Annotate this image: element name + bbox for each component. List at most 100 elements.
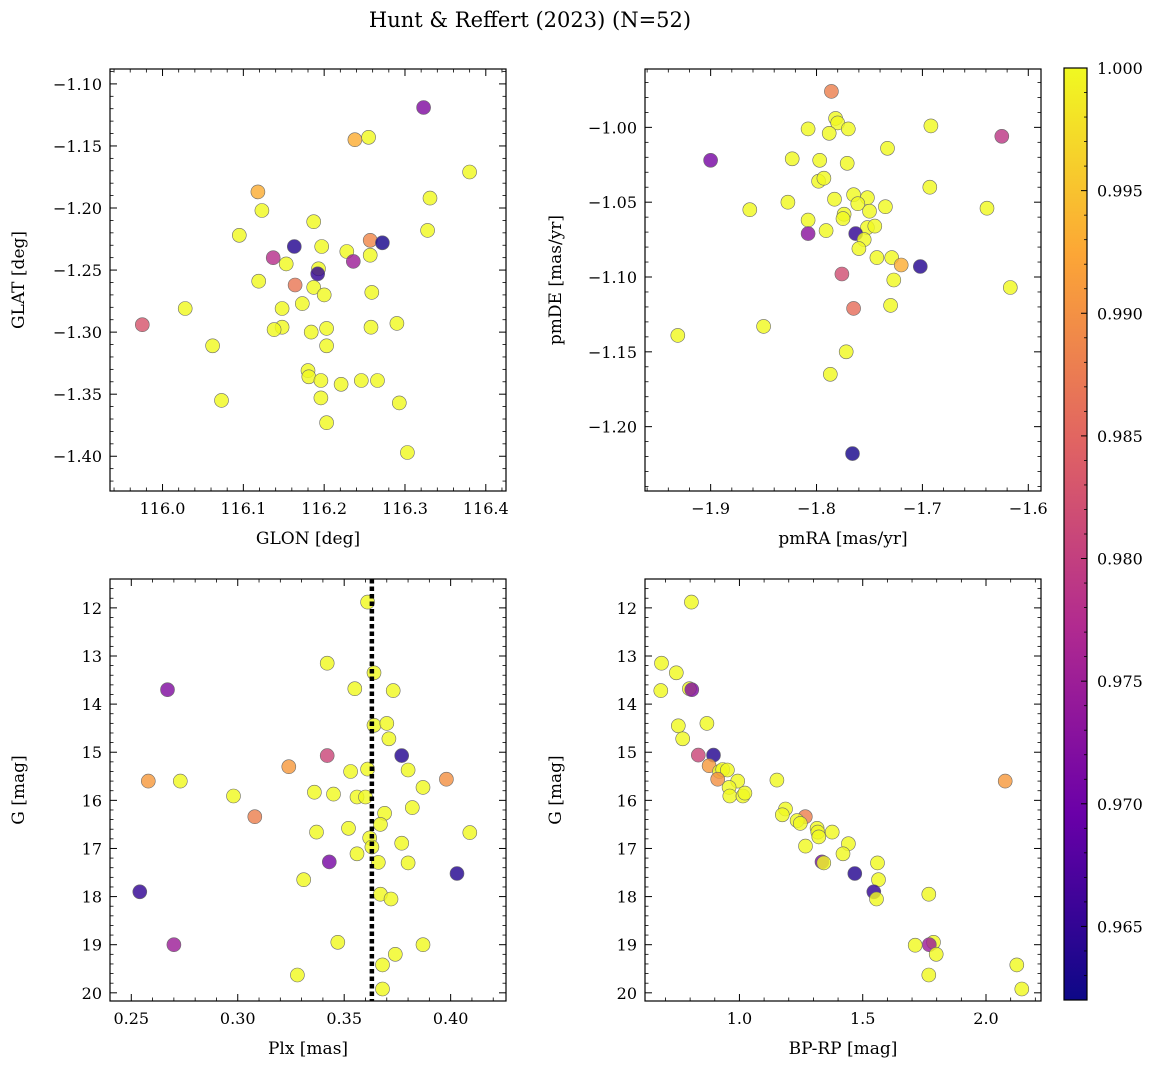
data-point [333,376,349,392]
data-point [313,390,329,406]
data-point [869,250,885,265]
colorbar-tick-label: 0.970 [1097,795,1143,814]
y-tick-label: −1.10 [53,75,102,94]
data-point [232,228,247,243]
data-point [347,681,363,697]
data-point [254,203,270,218]
y-tick-label: 15 [82,743,102,762]
x-tick-label: 0.35 [326,1009,362,1028]
x-tick-label: −1.8 [797,499,836,518]
data-point [835,846,851,862]
x-tick-label: 1.5 [850,1009,875,1028]
panel-1: 116.0 116.1 116.2 116.3 116.4 −1.10 −1.15 −1.20… [9,68,509,549]
data-point [462,825,478,840]
data-point [247,809,263,825]
y-tick-label: 13 [82,647,102,666]
data-point [177,301,193,316]
data-point [839,156,855,171]
x-axis-label: Plx [mas] [268,1039,348,1059]
data-point [845,446,860,461]
data-point [415,780,431,795]
data-point [375,235,390,251]
data-point [294,296,310,311]
data-point [326,786,341,802]
data-point [840,121,856,137]
data-point [880,141,895,156]
scatter-points [135,100,477,460]
data-point [316,287,332,303]
data-point [361,130,376,145]
y-axis-label: G [mag] [546,755,566,824]
x-tick-label: 116.0 [140,499,186,518]
data-point [173,773,188,789]
data-point [1002,280,1018,295]
y-axis-label: G [mag] [9,755,29,824]
data-point [979,200,995,216]
x-axis-label: BP-RP [mag] [789,1039,898,1059]
y-tick-label: −1.30 [53,323,102,342]
data-point [265,250,281,266]
y-tick-label: 16 [617,791,637,810]
y-tick-label: 15 [617,743,637,762]
y-tick-label: −1.25 [53,261,102,280]
data-point [400,762,416,778]
data-point [385,683,401,698]
y-tick-label: 12 [82,599,102,618]
scatter-points [132,594,478,997]
data-point [375,981,390,997]
x-tick-label: 116.1 [220,499,266,518]
x-axis-label: GLON [deg] [256,529,360,549]
y-tick-label: 13 [617,647,637,666]
y-tick-label: −1.15 [53,137,102,156]
figure-title: Hunt & Reffert (2023) (N=52) [369,8,691,32]
data-point [319,655,335,671]
plot-frame [644,68,1042,492]
data-point [373,817,388,832]
data-point [824,84,839,99]
data-point [387,946,403,962]
data-point [997,773,1013,789]
x-tick-label: −1.6 [1009,499,1048,518]
data-point [214,393,229,408]
data-point [364,285,380,300]
panel-2: −1.9 −1.8 −1.7 −1.6 −1.00 −1.05 −1.10 −1.15 −1.2… [546,68,1048,549]
data-point [341,820,356,836]
data-point [370,373,385,388]
data-point [319,748,335,763]
data-point [670,328,686,343]
colorbar: 0.965 0.970 0.975 0.980 0.985 0.990 0.995 1.000 [1063,59,1143,1001]
data-point [862,203,877,219]
scatter-points [653,594,1030,997]
data-point [870,855,885,871]
data-point [415,937,431,953]
data-point [363,319,379,335]
x-tick-label: 0.40 [433,1009,469,1028]
data-point [699,716,715,731]
colorbar-tick-label: 1.000 [1097,59,1143,78]
data-point [416,100,431,115]
data-point [921,967,937,983]
y-tick-label: 18 [82,888,102,907]
y-tick-label: 18 [617,888,637,907]
data-point [132,884,148,900]
data-point [994,129,1010,144]
data-point [780,194,796,210]
y-tick-label: 19 [617,936,637,955]
data-point [774,807,790,823]
colorbar-tick-label: 0.980 [1097,550,1143,569]
y-tick-label: −1.20 [53,199,102,218]
data-point [835,211,851,226]
data-point [893,257,909,273]
data-point [1009,957,1025,973]
data-point [816,855,832,871]
data-point [867,218,883,234]
x-tick-label: 116.2 [301,499,347,518]
data-point [306,214,322,229]
y-tick-label: 20 [82,984,102,1003]
data-point [816,170,832,186]
data-point [653,683,669,698]
data-point [330,934,346,950]
data-point [349,846,365,862]
data-point [439,771,454,787]
